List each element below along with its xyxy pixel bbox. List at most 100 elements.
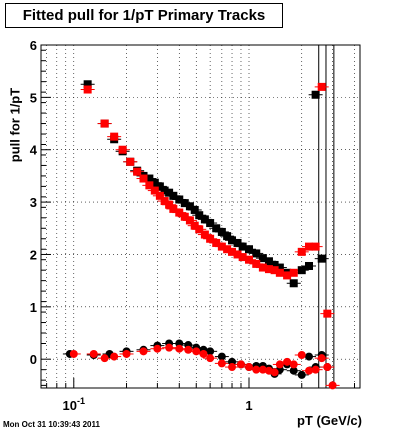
data-point (199, 349, 208, 358)
data-point (110, 132, 119, 141)
data-point (175, 344, 184, 353)
data-point (83, 80, 92, 89)
data-point (175, 195, 184, 204)
data-point (160, 186, 169, 195)
data-point (305, 366, 314, 375)
data-point (233, 238, 242, 247)
data-point (122, 349, 131, 358)
data-point (190, 221, 199, 230)
data-point (110, 352, 119, 361)
data-point (297, 247, 306, 256)
data-point (245, 363, 254, 372)
data-point (212, 224, 221, 233)
data-point (139, 174, 148, 183)
data-point (153, 344, 162, 353)
data-point (126, 157, 135, 166)
data-point (223, 232, 232, 241)
data-point (180, 212, 189, 221)
data-point (150, 178, 159, 187)
data-point (145, 181, 154, 190)
data-point (155, 191, 164, 200)
data-point (275, 263, 284, 272)
data-point (289, 268, 298, 277)
data-point (118, 145, 127, 154)
data-point (69, 349, 78, 358)
data-point (206, 234, 215, 243)
data-point (228, 247, 237, 256)
data-point (264, 257, 273, 266)
data-point (305, 352, 314, 361)
data-point (245, 245, 254, 254)
data-point (190, 205, 199, 214)
data-point (89, 349, 98, 358)
y-tick-label: 3 (30, 195, 37, 210)
data-point (169, 204, 178, 213)
axes: 0 1 2 3 4 5 6 10-1 1 (30, 38, 355, 413)
data-point (283, 357, 292, 366)
data-point (305, 242, 314, 251)
data-point (236, 360, 245, 369)
data-point (317, 82, 326, 91)
data-points (65, 80, 337, 390)
y-tick-label: 0 (30, 352, 37, 367)
data-point (270, 266, 279, 275)
data-point (200, 230, 209, 239)
data-point (252, 259, 261, 268)
data-point (212, 238, 221, 247)
data-point (169, 191, 178, 200)
data-point (258, 263, 267, 272)
data-point (258, 365, 267, 374)
y-axis-label-box: pull for 1/pT (6, 75, 24, 175)
data-point (206, 354, 215, 363)
data-point (311, 90, 320, 99)
plot-frame (40, 44, 361, 389)
data-point (311, 365, 320, 374)
data-point (275, 360, 284, 369)
data-point (245, 255, 254, 264)
data-point (195, 211, 204, 220)
data-point (139, 347, 148, 356)
data-point (238, 253, 247, 262)
data-point (305, 261, 314, 270)
data-point (217, 227, 226, 236)
data-point (165, 200, 174, 209)
data-point (217, 242, 226, 251)
data-point (223, 245, 232, 254)
data-point (150, 186, 159, 195)
data-point (328, 381, 337, 390)
data-point (252, 249, 261, 258)
data-point (185, 202, 194, 211)
data-point (217, 359, 226, 368)
data-point (206, 219, 215, 228)
chart-title: Fitted pull for 1/pT Primary Tracks (5, 3, 283, 28)
data-point (195, 225, 204, 234)
data-point (297, 266, 306, 275)
data-point (238, 242, 247, 251)
data-point (133, 167, 142, 176)
data-point (252, 365, 261, 374)
data-point (323, 363, 332, 372)
data-point (165, 343, 174, 352)
data-point (270, 260, 279, 269)
data-point (233, 250, 242, 259)
data-point (270, 368, 279, 377)
data-point (317, 254, 326, 263)
data-point (185, 216, 194, 225)
x-axis-label: pT (GeV/c) (296, 413, 362, 428)
data-point (228, 363, 237, 372)
data-point (83, 85, 92, 94)
data-point (283, 271, 292, 280)
data-point (289, 360, 298, 369)
data-point (289, 279, 298, 288)
data-point (160, 197, 169, 206)
data-point (297, 351, 306, 360)
data-point (228, 236, 237, 245)
y-tick-label: 1 (30, 300, 37, 315)
y-tick-label: 6 (30, 38, 37, 53)
x-tick-label: 10-1 (63, 396, 85, 413)
y-axis-label: pull for 1/pT (7, 87, 23, 163)
data-point (145, 174, 154, 183)
data-point (264, 265, 273, 274)
data-point (297, 370, 306, 379)
